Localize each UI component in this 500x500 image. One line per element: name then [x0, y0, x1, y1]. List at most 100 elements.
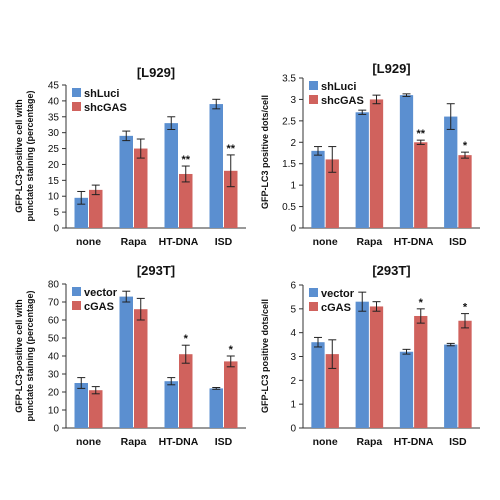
y-tick-label: 40	[48, 96, 60, 107]
y-tick-label: 10	[48, 192, 60, 203]
y-tick-label: 0	[290, 224, 296, 235]
x-category-label: ISD	[215, 436, 233, 448]
x-category-label: Rapa	[357, 236, 383, 248]
chart-panel-2: [L929] GFP-LC3 positive dots/cell 0 0.5 1 1.5…	[260, 61, 480, 248]
chart-panel-1: [L929] GFP-LC3-positive cell withpunctate…	[14, 65, 246, 248]
bar-shLuci	[74, 197, 88, 228]
y-tick-label: 5	[53, 208, 59, 219]
legend-swatch-shcGAS	[309, 95, 318, 104]
y-tick-label: 25	[48, 144, 60, 155]
chart-panel-4: [293T] GFP-LC3 positive dots/cell 0 1 2 3 4 5 6 n…	[260, 263, 480, 448]
chart-title: [L929]	[137, 65, 175, 80]
y-axis-label-line: GFP-LC3 positive dots/cell	[260, 95, 270, 209]
y-axis-label-line: GFP-LC3 positive dots/cell	[260, 299, 270, 413]
legend-label: vector	[84, 287, 118, 299]
y-tick-label: 30	[48, 128, 60, 139]
legend-swatch-shcGAS	[72, 102, 81, 111]
y-tick-label: 6	[290, 281, 296, 292]
bar-shLuci	[399, 95, 414, 229]
chart-title: [293T]	[372, 263, 410, 278]
legend-swatch-cGAS	[72, 301, 81, 310]
significance-marker: *	[463, 140, 468, 152]
bar-vector	[74, 383, 88, 428]
legend-swatch-shLuci	[309, 81, 318, 90]
y-tick-label: 40	[48, 352, 60, 363]
y-tick-label: 4	[290, 328, 296, 339]
bar-vector	[164, 381, 178, 428]
significance-marker: *	[419, 297, 424, 309]
bar-shcGAS	[369, 99, 384, 228]
bar-shLuci	[119, 135, 133, 228]
chart-panel-3: [293T] GFP-LC3-positive cell withpunctate…	[14, 263, 246, 448]
legend-swatch-vector	[309, 288, 318, 297]
y-tick-label: 60	[48, 316, 60, 327]
bar-cGAS	[458, 320, 472, 428]
chart-title: [L929]	[372, 61, 410, 76]
y-tick-label: 15	[48, 176, 60, 187]
bar-cGAS	[414, 315, 428, 428]
legend-swatch-shLuci	[72, 88, 81, 97]
chart-title: [293T]	[137, 263, 175, 278]
bar-vector	[311, 342, 325, 428]
y-tick-label: 2	[290, 138, 296, 149]
x-category-label: Rapa	[357, 436, 383, 448]
x-category-label: Rapa	[121, 436, 147, 448]
bar-shLuci	[209, 104, 223, 228]
bar-shcGAS	[89, 189, 103, 228]
y-tick-label: 2.5	[282, 116, 296, 127]
bar-vector	[355, 301, 369, 428]
bar-vector	[209, 388, 223, 428]
bar-vector	[399, 351, 414, 428]
y-tick-label: 2	[290, 376, 296, 387]
x-category-label: none	[76, 436, 101, 448]
y-tick-label: 3	[290, 352, 296, 363]
x-category-label: ISD	[449, 436, 467, 448]
y-axis-label: GFP-LC3-positive cell withpunctate stain…	[14, 90, 35, 221]
bar-shcGAS	[325, 159, 339, 228]
y-tick-label: 10	[48, 406, 60, 417]
legend-label: shcGAS	[321, 95, 364, 107]
x-category-label: HT-DNA	[159, 236, 199, 248]
y-tick-label: 5	[290, 304, 296, 315]
y-axis-label-line: punctate staining (percentage)	[25, 290, 35, 421]
bar-cGAS	[224, 361, 238, 428]
x-category-label: ISD	[449, 236, 467, 248]
x-category-label: HT-DNA	[159, 436, 199, 448]
bar-shcGAS	[414, 142, 428, 228]
significance-marker: **	[226, 143, 235, 155]
y-axis-label-line: punctate staining (percentage)	[25, 90, 35, 221]
x-category-label: none	[313, 436, 338, 448]
y-axis-label: GFP-LC3-positive cell withpunctate stain…	[14, 290, 35, 421]
bar-shcGAS	[134, 148, 148, 228]
bar-vector	[444, 344, 458, 428]
y-axis-label: GFP-LC3 positive dots/cell	[260, 299, 270, 413]
y-tick-label: 3.5	[282, 74, 296, 85]
y-axis-label-line: GFP-LC3-positive cell with	[14, 299, 24, 413]
y-tick-label: 0	[290, 424, 296, 435]
x-category-label: HT-DNA	[394, 436, 434, 448]
bar-shcGAS	[224, 170, 238, 228]
y-tick-label: 1	[290, 181, 296, 192]
y-tick-label: 20	[48, 160, 60, 171]
legend-label: vector	[321, 288, 355, 300]
legend-label: shLuci	[321, 81, 356, 93]
y-axis-label: GFP-LC3 positive dots/cell	[260, 95, 270, 209]
x-category-label: Rapa	[121, 236, 147, 248]
x-category-label: none	[76, 236, 101, 248]
legend-label: cGAS	[321, 302, 351, 314]
y-tick-label: 45	[48, 81, 60, 92]
bar-cGAS	[369, 306, 384, 428]
bar-vector	[119, 296, 133, 428]
significance-marker: *	[229, 344, 234, 356]
y-tick-label: 0	[53, 224, 59, 235]
bar-shcGAS	[179, 173, 193, 228]
bar-cGAS	[179, 354, 193, 428]
y-tick-label: 80	[48, 280, 60, 291]
y-tick-label: 1.5	[282, 159, 296, 170]
bar-cGAS	[325, 354, 339, 428]
y-axis-label-line: GFP-LC3-positive cell with	[14, 99, 24, 213]
y-tick-label: 20	[48, 388, 60, 399]
bar-cGAS	[89, 390, 103, 428]
y-tick-label: 0	[53, 424, 59, 435]
